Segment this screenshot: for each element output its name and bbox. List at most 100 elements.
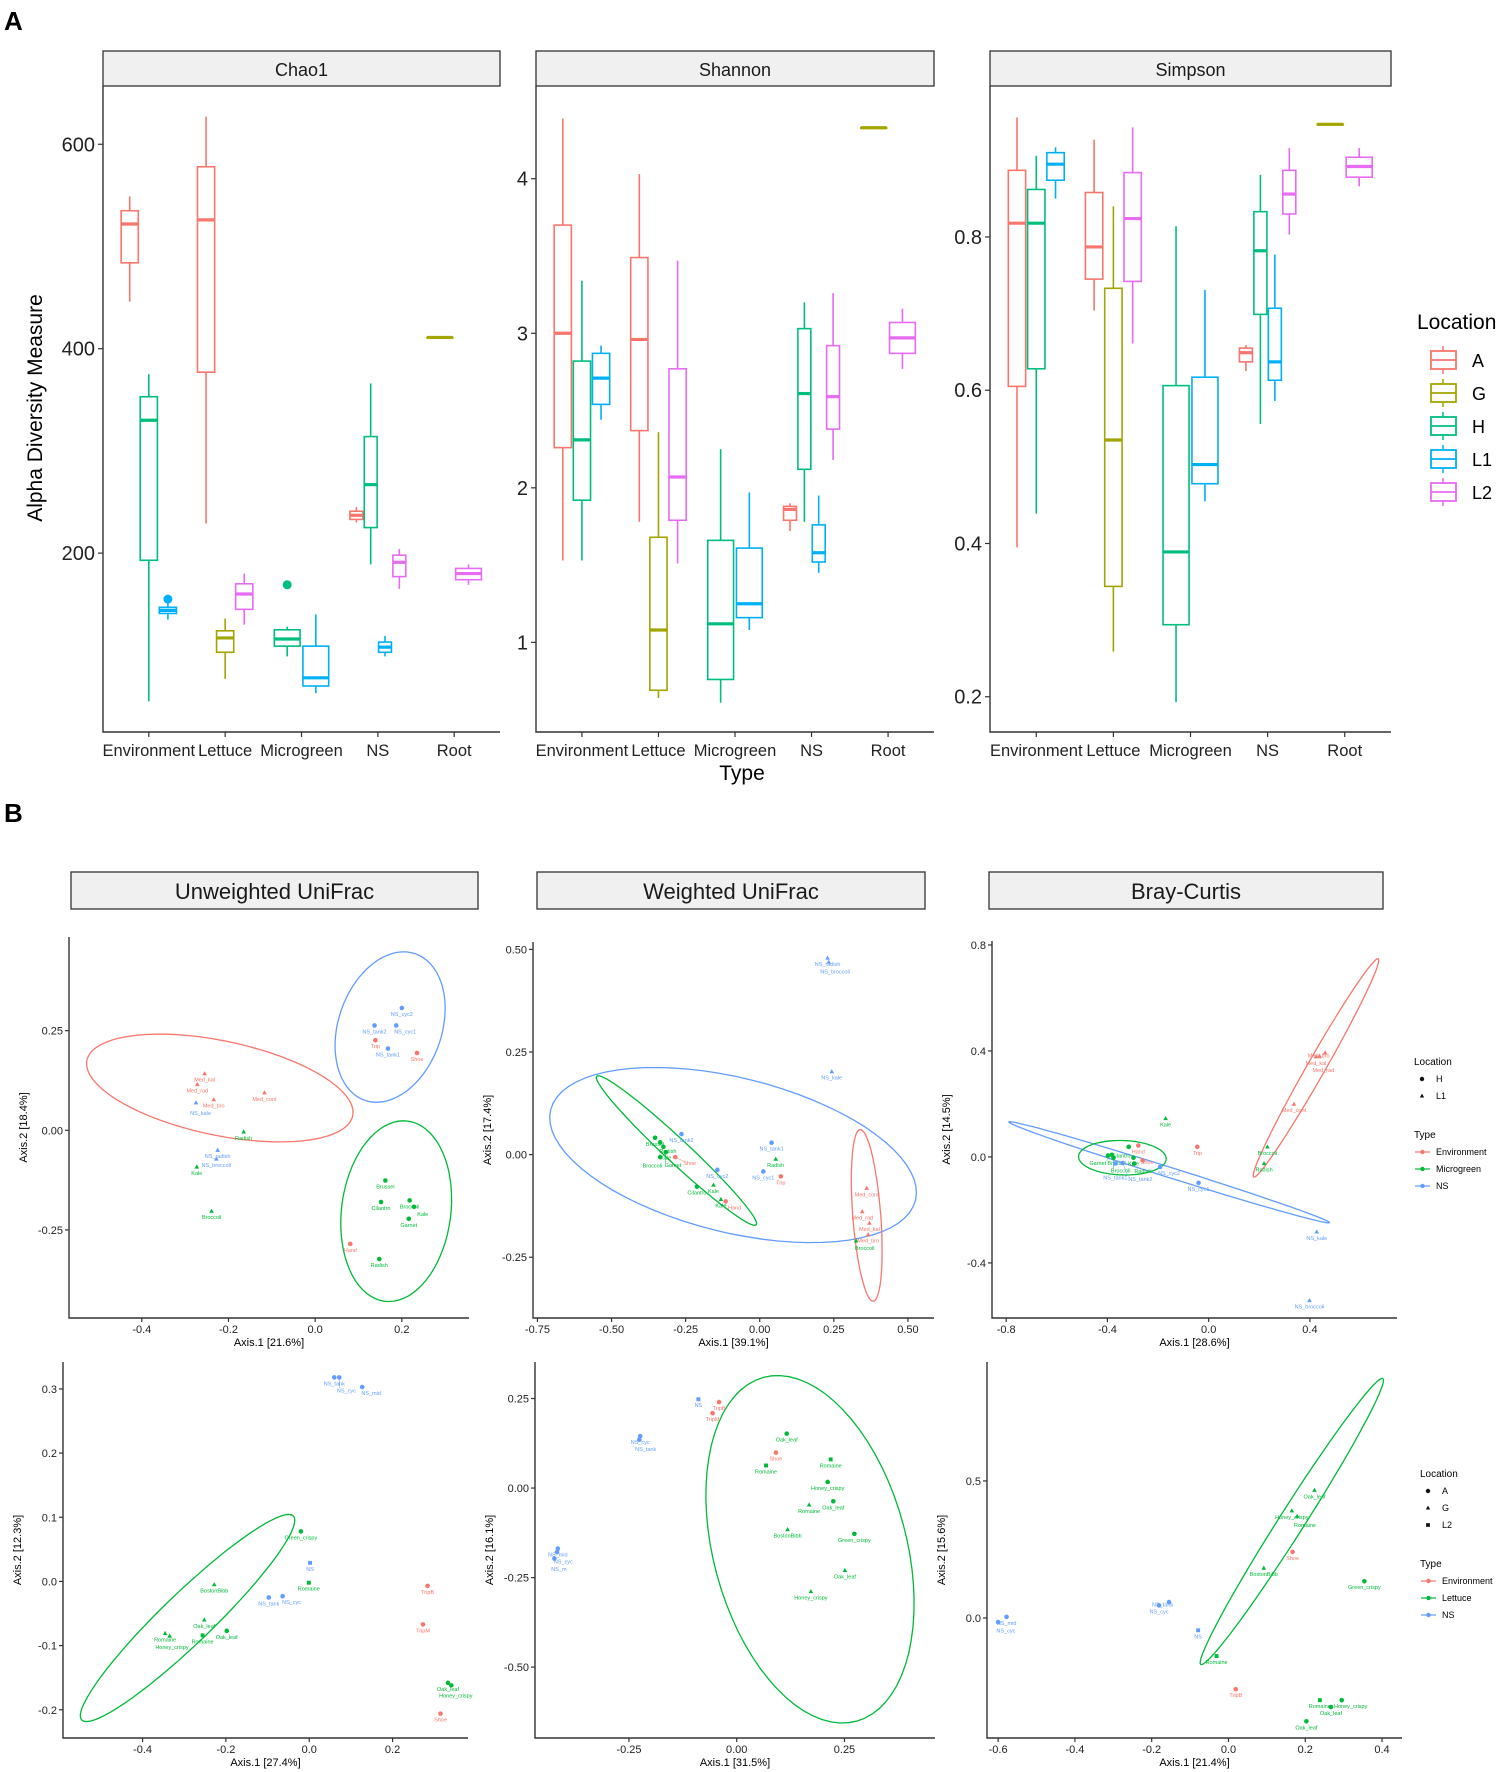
point-label: Brussel: [646, 1142, 664, 1148]
sample-point: Oak_leaf: [437, 1680, 459, 1693]
sample-point: NS_tank: [258, 1595, 280, 1608]
facet-title: Simpson: [1155, 60, 1225, 80]
point-label: NS_mid: [997, 1621, 1017, 1627]
point-label: NS_cyc2: [1158, 1171, 1180, 1177]
box-iqr: [735, 547, 764, 619]
point-marker: [1140, 1158, 1145, 1163]
point-marker: [853, 1238, 859, 1243]
sample-point: NS_cyc: [280, 1593, 301, 1606]
point-label: NS_cyc1: [1187, 1187, 1209, 1193]
sample-point: NS_cyc: [995, 1619, 1016, 1635]
point-label: BostonBibb: [774, 1534, 802, 1540]
y-axis-title: Axis.2 [17.4%]: [482, 1095, 494, 1165]
point-marker: [201, 1617, 207, 1622]
point-label: Med_cont: [1282, 1108, 1307, 1114]
point-marker: [1261, 1565, 1267, 1570]
box-ns-h: [797, 302, 812, 522]
box-environment-h: [1026, 155, 1046, 514]
point-label: NS_m: [551, 1567, 567, 1573]
point-label: Broccoli: [202, 1215, 222, 1221]
point-label: Oak_leaf: [216, 1635, 238, 1641]
point-marker: [262, 1090, 267, 1095]
point-marker: [1196, 1180, 1201, 1186]
point-marker: [1112, 1161, 1118, 1166]
box-iqr: [825, 344, 841, 430]
point-marker: [1163, 1115, 1168, 1121]
box-iqr: [572, 360, 592, 501]
label-leader-line: [1106, 1154, 1112, 1162]
confidence-ellipse-lettuce: [79, 1513, 296, 1723]
alpha-legend: Location AGH L1 L2: [1417, 311, 1496, 506]
x-tick-label: -0.25: [673, 1324, 698, 1336]
point-marker: [359, 1384, 365, 1390]
point-label: Oak_leaf: [1320, 1711, 1342, 1717]
point-marker: [241, 1129, 246, 1134]
box-ns-h: [363, 383, 378, 565]
point-label: Broccoli: [1258, 1151, 1278, 1157]
sample-point: Hand: [723, 1199, 741, 1211]
confidence-ellipse-microgreen: [1077, 1139, 1167, 1176]
legend-label: L2: [1472, 483, 1492, 503]
x-axis-title: Axis.1 [21.6%]: [234, 1337, 304, 1349]
x-tick-label: -0.6: [989, 1744, 1008, 1756]
point-label: NS_cyc: [996, 1629, 1015, 1635]
sample-point: Romaine: [192, 1633, 214, 1645]
point-label: NS_cyc: [631, 1440, 650, 1446]
sample-point: Med_rad: [186, 1081, 208, 1095]
box-microgreen-h: [706, 449, 735, 703]
sample-point: Cilantro: [372, 1199, 391, 1212]
point-label: TripM: [416, 1628, 430, 1634]
legend-type-dot: [1426, 1612, 1431, 1618]
point-marker: [657, 1154, 663, 1160]
point-label: NS_cyc1: [394, 1030, 416, 1036]
sample-point: Radish: [1256, 1161, 1273, 1174]
legend-type-dot: [1420, 1183, 1425, 1189]
point-marker: [194, 1164, 200, 1169]
point-marker: [200, 1633, 205, 1638]
point-label: Shoe: [1286, 1556, 1299, 1562]
point-marker: [716, 1399, 722, 1405]
point-marker: [306, 1580, 311, 1585]
point-label: NS_tank: [1152, 1603, 1173, 1609]
sample-point: Cilantro: [1111, 1144, 1131, 1159]
box-lettuce-a: [196, 116, 216, 524]
axis-lines: [68, 937, 469, 1319]
box-iqr: [139, 395, 159, 562]
sample-point: TripM: [706, 1410, 720, 1423]
legend-item-l2: L2: [1430, 478, 1492, 506]
box-iqr: [1007, 169, 1027, 388]
x-tick-label: -0.50: [599, 1324, 624, 1336]
box-ns-l2: [392, 549, 407, 589]
point-marker: [710, 1410, 715, 1416]
panel-label-a: A: [4, 6, 23, 36]
x-tick-label: Environment: [102, 742, 195, 760]
sample-point: NS_cyc1: [393, 1023, 416, 1036]
point-label: Cilantro: [372, 1206, 391, 1212]
sample-point: Kale: [715, 1196, 726, 1209]
point-marker: [830, 1498, 836, 1504]
point-marker: [202, 1071, 207, 1076]
point-label: Radish: [235, 1136, 252, 1142]
x-tick-label: -0.2: [219, 1324, 238, 1336]
sample-point: NS_tank: [324, 1375, 345, 1387]
point-label: Broccoli: [643, 1164, 663, 1170]
sample-point: NS_mid: [359, 1384, 381, 1397]
sample-point: Radish: [235, 1129, 252, 1142]
point-label: Oak_leaf: [193, 1624, 215, 1630]
point-label: Romaine: [755, 1470, 777, 1476]
ordination-title: Bray-Curtis: [1131, 879, 1241, 904]
box-environment-l1: [1046, 147, 1066, 199]
facet-simpson: Simpson 0.2 0.4 0.6 0.8 Environment Lettuce Mic…: [954, 50, 1392, 760]
point-marker: [373, 1037, 378, 1043]
point-marker: [347, 1241, 353, 1247]
box-root-g: [426, 335, 454, 340]
x-tick-label: 0.2: [1298, 1744, 1313, 1756]
point-marker: [715, 1167, 720, 1173]
point-marker: [760, 1169, 766, 1174]
point-marker: [778, 1174, 784, 1179]
sample-point: NS_tank: [635, 1437, 656, 1453]
sample-point: Kale: [411, 1204, 428, 1218]
confidence-ellipse-environment: [85, 1033, 354, 1143]
point-label: Trip: [371, 1044, 380, 1050]
sample-point: BostonBibb: [774, 1527, 802, 1540]
